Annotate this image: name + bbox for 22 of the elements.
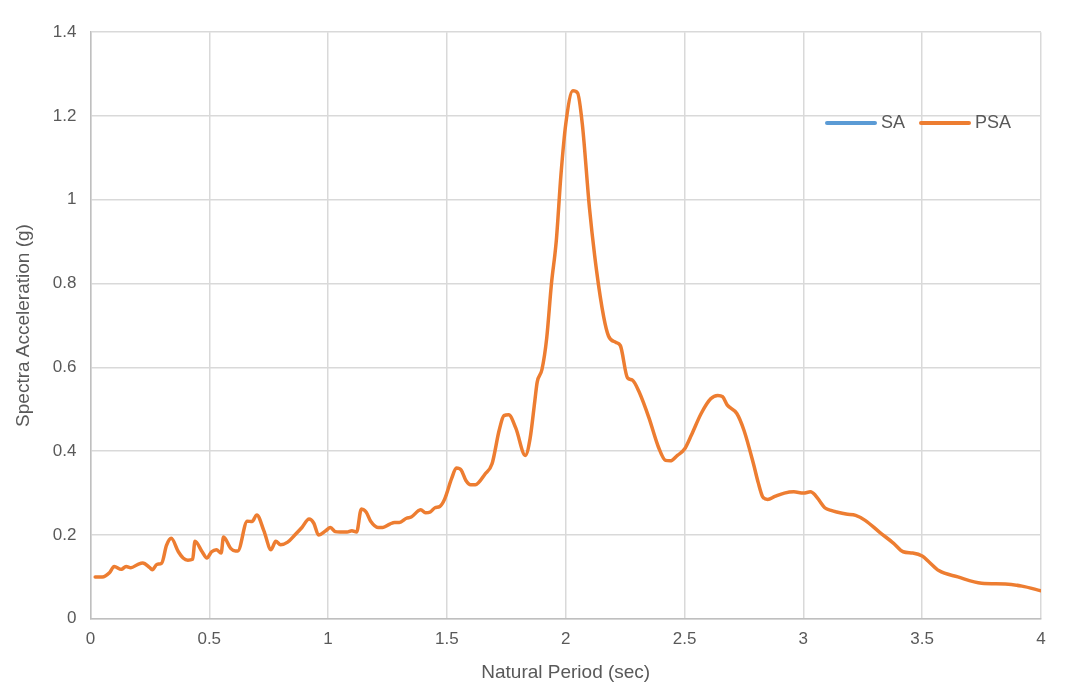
- x-tick-label: 2.5: [672, 628, 697, 648]
- x-tick-label: 3: [798, 628, 809, 648]
- y-tick-label: 1: [66, 189, 77, 209]
- y-tick-label: 0.6: [52, 357, 77, 377]
- y-tick-label: 0.8: [52, 273, 77, 293]
- y-tick-label: 0.4: [52, 440, 77, 460]
- x-tick-label: 0.5: [197, 628, 222, 648]
- x-tick-label: 0: [85, 628, 96, 648]
- x-tick-label: 1.5: [435, 628, 459, 648]
- legend-label: SA: [880, 112, 905, 134]
- y-tick-label: 0: [66, 608, 77, 628]
- x-tick-label: 4: [1036, 628, 1046, 648]
- x-axis-title: Natural Period (sec): [481, 660, 651, 682]
- legend-label: PSA: [974, 112, 1011, 134]
- x-tick-label: 3.5: [910, 628, 934, 648]
- y-tick-label: 1.2: [52, 105, 77, 125]
- y-axis-title: Spectra Acceleration (g): [11, 224, 33, 427]
- y-tick-label: 0.2: [52, 524, 77, 544]
- x-tick-label: 1: [323, 628, 333, 648]
- x-tick-label: 2: [560, 628, 571, 648]
- line-series: [93, 89, 1041, 593]
- y-tick-label: 1.4: [52, 21, 77, 41]
